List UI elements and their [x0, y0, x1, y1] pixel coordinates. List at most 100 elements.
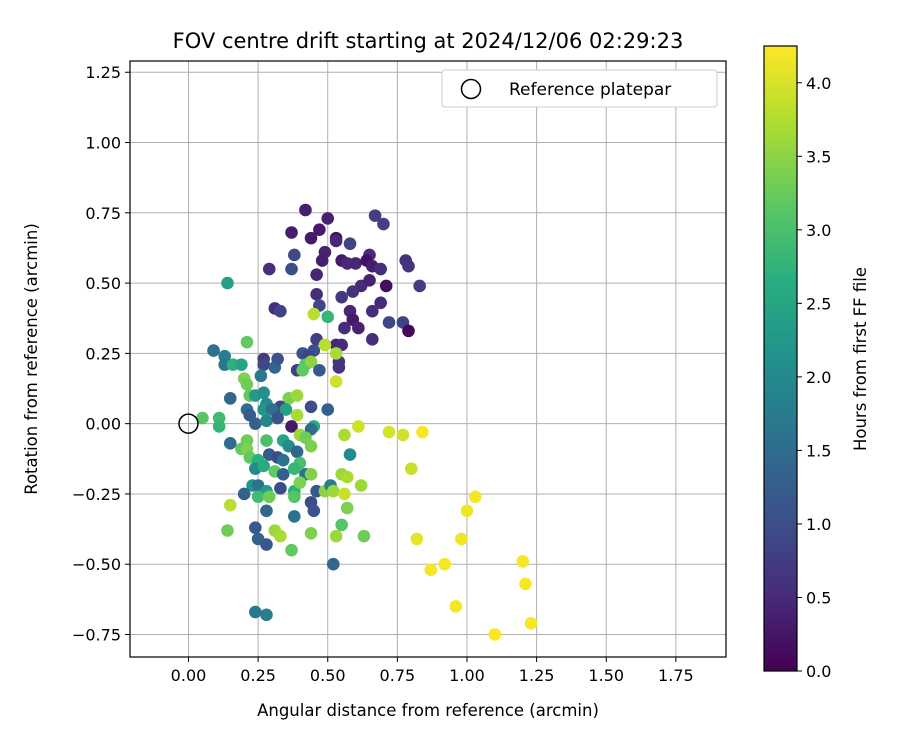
data-point: [382, 425, 396, 439]
x-tick-label: 1.75: [658, 666, 694, 685]
data-point: [374, 262, 387, 276]
data-point: [221, 276, 234, 290]
data-point: [274, 304, 287, 318]
y-tick-label: 0.25: [85, 344, 121, 363]
data-point: [285, 543, 298, 557]
data-point: [276, 453, 290, 467]
data-point: [310, 288, 323, 301]
colorbar-tick-label: 4.0: [806, 74, 831, 93]
data-point: [357, 529, 371, 543]
data-point: [304, 467, 318, 481]
y-tick-label: 0.50: [85, 274, 121, 293]
x-axis: 0.00 0.25 0.50 0.75 1.00 1.25 1.50 1.75: [171, 657, 694, 685]
data-point: [290, 445, 304, 459]
data-point: [321, 310, 335, 324]
data-point: [304, 231, 318, 245]
data-point: [285, 262, 298, 276]
data-point: [251, 490, 265, 504]
colorbar-tick-label: 2.0: [806, 368, 831, 387]
legend-entry-reference: Reference platepar: [509, 80, 671, 100]
data-point: [354, 479, 368, 492]
y-tick-label: 0.75: [85, 204, 121, 223]
data-point: [318, 338, 332, 352]
data-point: [338, 321, 351, 335]
data-point: [327, 484, 340, 498]
data-point: [343, 237, 357, 251]
data-point: [285, 226, 298, 239]
data-point: [365, 333, 379, 346]
data-point: [321, 212, 335, 225]
data-point: [304, 355, 318, 369]
data-point: [240, 378, 254, 391]
colorbar-tick-label: 1.0: [806, 515, 831, 534]
data-point: [262, 262, 276, 276]
data-point: [262, 490, 276, 504]
data-point: [257, 358, 270, 371]
data-point: [249, 605, 262, 619]
data-point: [377, 217, 390, 231]
data-point: [260, 414, 273, 428]
x-tick-label: 0.00: [171, 666, 207, 685]
y-axis: −0.75 −0.50 −0.25 0.00 0.25 0.50 0.75 1.00 1.25: [72, 63, 130, 645]
data-point: [365, 304, 379, 318]
data-point: [524, 616, 538, 630]
data-point: [196, 411, 209, 425]
y-tick-label: 0.00: [85, 415, 121, 434]
data-point: [313, 223, 326, 236]
data-point: [449, 600, 463, 613]
legend: Reference platepar: [441, 69, 718, 108]
x-tick-label: 1.50: [588, 666, 624, 685]
data-point: [288, 248, 301, 262]
data-point: [402, 324, 415, 338]
data-point: [343, 448, 357, 461]
data-point: [329, 529, 343, 543]
data-point: [223, 437, 237, 450]
data-point: [329, 375, 343, 388]
data-point: [335, 518, 348, 532]
data-point: [402, 259, 415, 273]
data-point: [304, 527, 318, 540]
data-point: [329, 234, 343, 248]
data-point: [290, 389, 304, 402]
data-point: [237, 487, 251, 501]
x-axis-label: Angular distance from reference (arcmin): [257, 701, 599, 720]
reference-platepar-marker: [178, 413, 199, 434]
data-point: [321, 403, 335, 416]
data-point: [315, 254, 329, 267]
data-point: [352, 420, 365, 433]
data-point: [288, 510, 301, 523]
data-point: [299, 203, 312, 217]
data-point: [519, 577, 532, 591]
y-tick-label: −0.25: [72, 485, 121, 504]
data-point: [288, 462, 301, 475]
data-point: [488, 628, 502, 641]
data-point: [313, 363, 326, 377]
data-point: [338, 487, 351, 501]
data-point: [327, 557, 340, 571]
grid: [130, 61, 726, 657]
legend-box: [441, 69, 718, 108]
data-point: [349, 257, 362, 270]
data-point: [363, 273, 376, 287]
colorbar-gradient: [763, 45, 798, 672]
data-point: [223, 498, 237, 512]
data-point: [374, 296, 387, 310]
data-point: [469, 490, 482, 504]
y-tick-label: −0.50: [72, 555, 121, 574]
data-point: [274, 529, 287, 543]
colorbar: 0.0 0.5 1.0 1.5 2.0 2.5 3.0 3.5 4.0 Hours from f…: [763, 45, 870, 681]
data-point: [257, 386, 270, 400]
data-point: [260, 538, 273, 551]
x-tick-label: 0.75: [380, 666, 416, 685]
data-point: [516, 555, 529, 568]
data-point: [260, 434, 273, 447]
data-point: [285, 420, 298, 433]
data-point: [279, 403, 293, 416]
data-point: [332, 361, 346, 374]
plot-frame: [129, 60, 727, 658]
data-point: [288, 490, 301, 504]
legend-marker-icon: [460, 78, 482, 100]
data-point: [223, 392, 237, 405]
colorbar-ticks: 0.0 0.5 1.0 1.5 2.0 2.5 3.0 3.5 4.0: [797, 74, 831, 681]
data-point: [240, 335, 254, 349]
